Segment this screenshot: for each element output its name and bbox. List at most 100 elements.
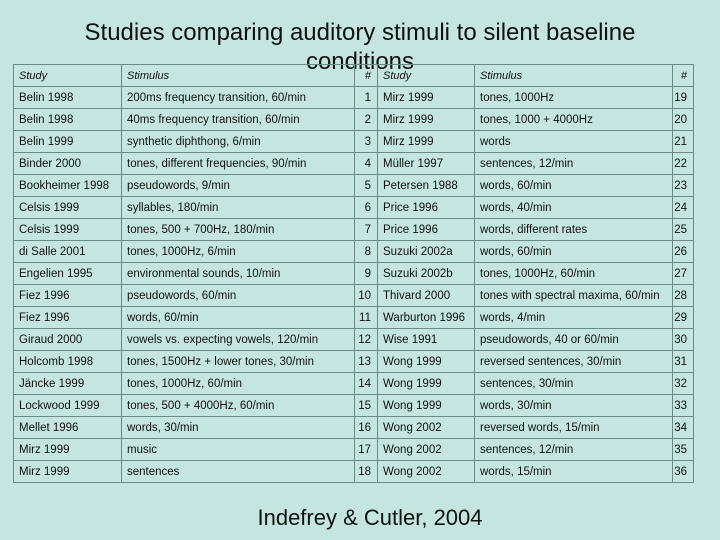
number-cell: 7	[354, 218, 378, 241]
number-cell: 15	[354, 394, 378, 417]
stimulus-cell: tones, 1000Hz, 60/min	[474, 262, 673, 285]
study-cell: Holcomb 1998	[13, 350, 122, 373]
stimulus-cell: words, 40/min	[474, 196, 673, 219]
table-row: Jäncke 1999 tones, 1000Hz, 60/min 14 Wong 1…	[13, 372, 694, 395]
stimulus-cell: music	[121, 438, 355, 461]
stimulus-cell: tones, 500 + 700Hz, 180/min	[121, 218, 355, 241]
study-cell: Belin 1998	[13, 108, 122, 131]
study-cell: Lockwood 1999	[13, 394, 122, 417]
stimulus-cell: syllables, 180/min	[121, 196, 355, 219]
number-cell: 2	[354, 108, 378, 131]
number-cell: 3	[354, 130, 378, 153]
study-cell: Mirz 1999	[377, 108, 475, 131]
header-study-right: Study	[377, 64, 475, 87]
table-row: Holcomb 1998 tones, 1500Hz + lower tones,…	[13, 350, 694, 373]
study-cell: Bookheimer 1998	[13, 174, 122, 197]
table-row: Celsis 1999 syllables, 180/min 6 Price 1996…	[13, 196, 694, 219]
study-cell: Wong 2002	[377, 416, 475, 439]
table-row: Mirz 1999 sentences 18 Wong 2002 words, 15/m…	[13, 460, 694, 483]
table-row: di Salle 2001 tones, 1000Hz, 6/min 8 Suzuki…	[13, 240, 694, 263]
study-cell: Celsis 1999	[13, 218, 122, 241]
number-cell: 24	[672, 196, 694, 219]
stimulus-cell: sentences, 12/min	[474, 438, 673, 461]
study-cell: Mirz 1999	[13, 438, 122, 461]
stimulus-cell: reversed words, 15/min	[474, 416, 673, 439]
number-cell: 16	[354, 416, 378, 439]
stimulus-cell: 200ms frequency transition, 60/min	[121, 86, 355, 109]
number-cell: 33	[672, 394, 694, 417]
study-cell: Giraud 2000	[13, 328, 122, 351]
table-row: Fiez 1996 pseudowords, 60/min 10 Thivard 20…	[13, 284, 694, 307]
study-cell: Wong 1999	[377, 350, 475, 373]
study-cell: Price 1996	[377, 218, 475, 241]
stimulus-cell: words, 60/min	[474, 240, 673, 263]
table-row: Engelien 1995 environmental sounds, 10/mi…	[13, 262, 694, 285]
number-cell: 26	[672, 240, 694, 263]
number-cell: 4	[354, 152, 378, 175]
number-cell: 36	[672, 460, 694, 483]
number-cell: 5	[354, 174, 378, 197]
stimulus-cell: tones, different frequencies, 90/min	[121, 152, 355, 175]
stimulus-cell: words, 15/min	[474, 460, 673, 483]
stimulus-cell: sentences, 30/min	[474, 372, 673, 395]
study-cell: Price 1996	[377, 196, 475, 219]
study-cell: Belin 1999	[13, 130, 122, 153]
study-cell: Wise 1991	[377, 328, 475, 351]
stimulus-cell: tones with spectral maxima, 60/min	[474, 284, 673, 307]
stimulus-cell: words, different rates	[474, 218, 673, 241]
table-row: Binder 2000 tones, different frequencies,…	[13, 152, 694, 175]
study-cell: Wong 2002	[377, 438, 475, 461]
number-cell: 32	[672, 372, 694, 395]
stimulus-cell: 40ms frequency transition, 60/min	[121, 108, 355, 131]
number-cell: 20	[672, 108, 694, 131]
header-number-left: #	[354, 64, 378, 87]
study-cell: di Salle 2001	[13, 240, 122, 263]
header-study-left: Study	[13, 64, 122, 87]
stimulus-cell: reversed sentences, 30/min	[474, 350, 673, 373]
stimulus-cell: pseudowords, 9/min	[121, 174, 355, 197]
table-body: Belin 1998 200ms frequency transition, 60…	[13, 86, 694, 483]
number-cell: 31	[672, 350, 694, 373]
number-cell: 30	[672, 328, 694, 351]
stimulus-cell: words, 60/min	[474, 174, 673, 197]
number-cell: 11	[354, 306, 378, 329]
table-row: Lockwood 1999 tones, 500 + 4000Hz, 60/min…	[13, 394, 694, 417]
studies-table: Study Stimulus # Study Stimulus # Belin …	[13, 64, 694, 483]
table-row: Belin 1998 40ms frequency transition, 60/…	[13, 108, 694, 131]
citation-caption: Indefrey & Cutler, 2004	[257, 505, 483, 530]
stimulus-cell: pseudowords, 60/min	[121, 284, 355, 307]
number-cell: 28	[672, 284, 694, 307]
table-row: Fiez 1996 words, 60/min 11 Warburton 1996 wo…	[13, 306, 694, 329]
number-cell: 27	[672, 262, 694, 285]
header-stimulus-right: Stimulus	[474, 64, 673, 87]
study-cell: Wong 2002	[377, 460, 475, 483]
table-row: Celsis 1999 tones, 500 + 700Hz, 180/min 7 P…	[13, 218, 694, 241]
header-stimulus-left: Stimulus	[121, 64, 355, 87]
stimulus-cell: tones, 500 + 4000Hz, 60/min	[121, 394, 355, 417]
stimulus-cell: tones, 1000Hz	[474, 86, 673, 109]
number-cell: 21	[672, 130, 694, 153]
number-cell: 1	[354, 86, 378, 109]
study-cell: Mirz 1999	[377, 130, 475, 153]
study-cell: Engelien 1995	[13, 262, 122, 285]
study-cell: Mirz 1999	[377, 86, 475, 109]
table-row: Bookheimer 1998 pseudowords, 9/min 5 Peters…	[13, 174, 694, 197]
header-number-right: #	[672, 64, 694, 87]
table-row: Belin 1999 synthetic diphthong, 6/min 3 Mir…	[13, 130, 694, 153]
table-header-row: Study Stimulus # Study Stimulus #	[13, 64, 694, 87]
study-cell: Fiez 1996	[13, 306, 122, 329]
table-row: Mellet 1996 words, 30/min 16 Wong 2002 rever…	[13, 416, 694, 439]
stimulus-cell: synthetic diphthong, 6/min	[121, 130, 355, 153]
number-cell: 13	[354, 350, 378, 373]
number-cell: 18	[354, 460, 378, 483]
study-cell: Mirz 1999	[13, 460, 122, 483]
stimulus-cell: sentences, 12/min	[474, 152, 673, 175]
stimulus-cell: words, 30/min	[474, 394, 673, 417]
study-cell: Warburton 1996	[377, 306, 475, 329]
stimulus-cell: words, 30/min	[121, 416, 355, 439]
stimulus-cell: words, 60/min	[121, 306, 355, 329]
study-cell: Suzuki 2002a	[377, 240, 475, 263]
stimulus-cell: words	[474, 130, 673, 153]
number-cell: 35	[672, 438, 694, 461]
stimulus-cell: sentences	[121, 460, 355, 483]
